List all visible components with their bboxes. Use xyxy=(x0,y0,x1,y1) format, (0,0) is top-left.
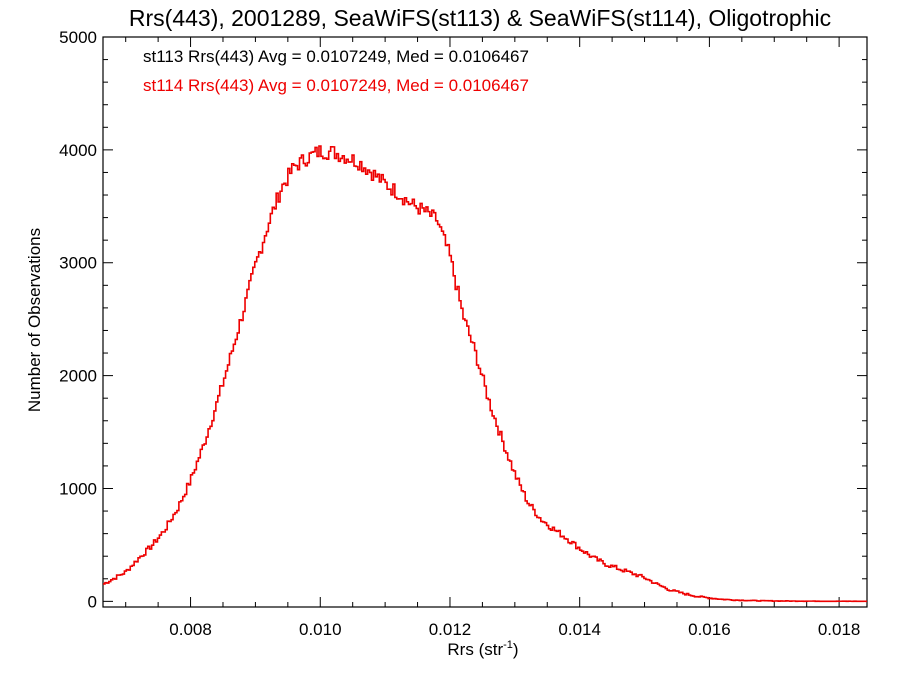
x-tick-label: 0.010 xyxy=(299,620,342,639)
legend-annotation: st114 Rrs(443) Avg = 0.0107249, Med = 0.… xyxy=(143,76,529,95)
x-tick-label: 0.018 xyxy=(818,620,861,639)
y-tick-label: 1000 xyxy=(59,479,97,498)
y-tick-label: 0 xyxy=(88,592,97,611)
x-tick-label: 0.012 xyxy=(429,620,472,639)
y-axis-label: Number of Observations xyxy=(25,228,44,412)
x-axis-label-superscript: -1 xyxy=(503,639,513,651)
plot-border xyxy=(102,36,868,608)
x-axis-label-suffix: ) xyxy=(513,640,519,659)
x-tick-label: 0.014 xyxy=(558,620,601,639)
x-tick-label: 0.016 xyxy=(688,620,731,639)
y-tick-label: 5000 xyxy=(59,28,97,47)
x-tick-label: 0.008 xyxy=(169,620,212,639)
x-axis-label: Rrs (str-1) xyxy=(447,639,518,659)
y-tick-label: 4000 xyxy=(59,141,97,160)
y-tick-label: 3000 xyxy=(59,254,97,273)
chart-title: Rrs(443), 2001289, SeaWiFS(st113) & SeaW… xyxy=(129,5,831,31)
x-axis: 0.008 0.010 0.012 0.014 0.016 0.018 xyxy=(125,37,861,639)
annotations: st113 Rrs(443) Avg = 0.0107249, Med = 0.… xyxy=(143,47,529,95)
plot-frame xyxy=(102,36,868,608)
series-layer xyxy=(103,145,867,603)
legend-annotation: st113 Rrs(443) Avg = 0.0107249, Med = 0.… xyxy=(143,47,529,66)
y-tick-label: 2000 xyxy=(59,367,97,386)
y-axis: 0 1000 2000 3000 4000 5000 xyxy=(59,28,867,611)
x-axis-label-main: Rrs (str xyxy=(447,640,503,659)
histogram-series-line xyxy=(103,145,867,603)
